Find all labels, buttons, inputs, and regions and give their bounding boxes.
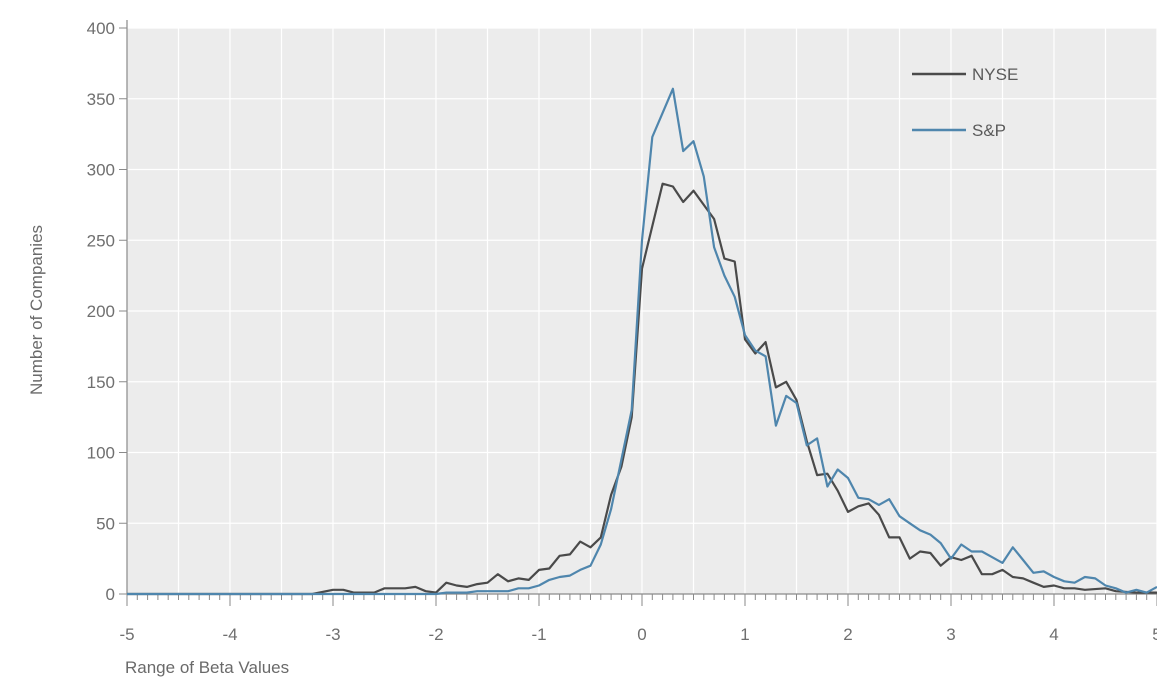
y-tick-label: 100 bbox=[87, 444, 115, 463]
y-tick-label: 250 bbox=[87, 231, 115, 250]
x-tick-labels: -5 -4 -3 -2 -1 0 1 2 3 4 5 bbox=[119, 625, 1157, 644]
x-tick-label: 0 bbox=[637, 625, 646, 644]
y-tick-label: 50 bbox=[96, 514, 115, 533]
x-tick-label: 5 bbox=[1152, 625, 1157, 644]
series-line-nyse bbox=[127, 182, 1157, 596]
y-tick-labels: 0 50 100 150 200 250 300 350 400 bbox=[87, 19, 127, 604]
x-tick-label: -2 bbox=[428, 625, 443, 644]
legend-label-sp: S&P bbox=[972, 121, 1006, 140]
y-tick-label: 400 bbox=[87, 19, 115, 38]
series-lines bbox=[127, 87, 1157, 596]
y-tick-label: 350 bbox=[87, 90, 115, 109]
x-tick-label: 3 bbox=[946, 625, 955, 644]
x-tick-label: -3 bbox=[325, 625, 340, 644]
y-tick-label: 200 bbox=[87, 302, 115, 321]
x-tick-label: 1 bbox=[740, 625, 749, 644]
x-tick-label: 4 bbox=[1049, 625, 1058, 644]
grid-lines bbox=[126, 27, 1157, 594]
x-tick-label: -5 bbox=[119, 625, 134, 644]
x-minor-ticks bbox=[126, 594, 1157, 606]
legend: NYSE S&P bbox=[912, 65, 1018, 140]
y-tick-label: 300 bbox=[87, 161, 115, 180]
y-tick-label: 0 bbox=[106, 585, 115, 604]
y-axis-title: Number of Companies bbox=[27, 225, 46, 395]
x-tick-label: 2 bbox=[843, 625, 852, 644]
x-tick-label: -4 bbox=[222, 625, 237, 644]
y-tick-label: 150 bbox=[87, 373, 115, 392]
x-axis-title: Range of Beta Values bbox=[125, 658, 289, 677]
x-tick-label: -1 bbox=[531, 625, 546, 644]
legend-label-nyse: NYSE bbox=[972, 65, 1018, 84]
series-line-sp bbox=[127, 87, 1157, 596]
